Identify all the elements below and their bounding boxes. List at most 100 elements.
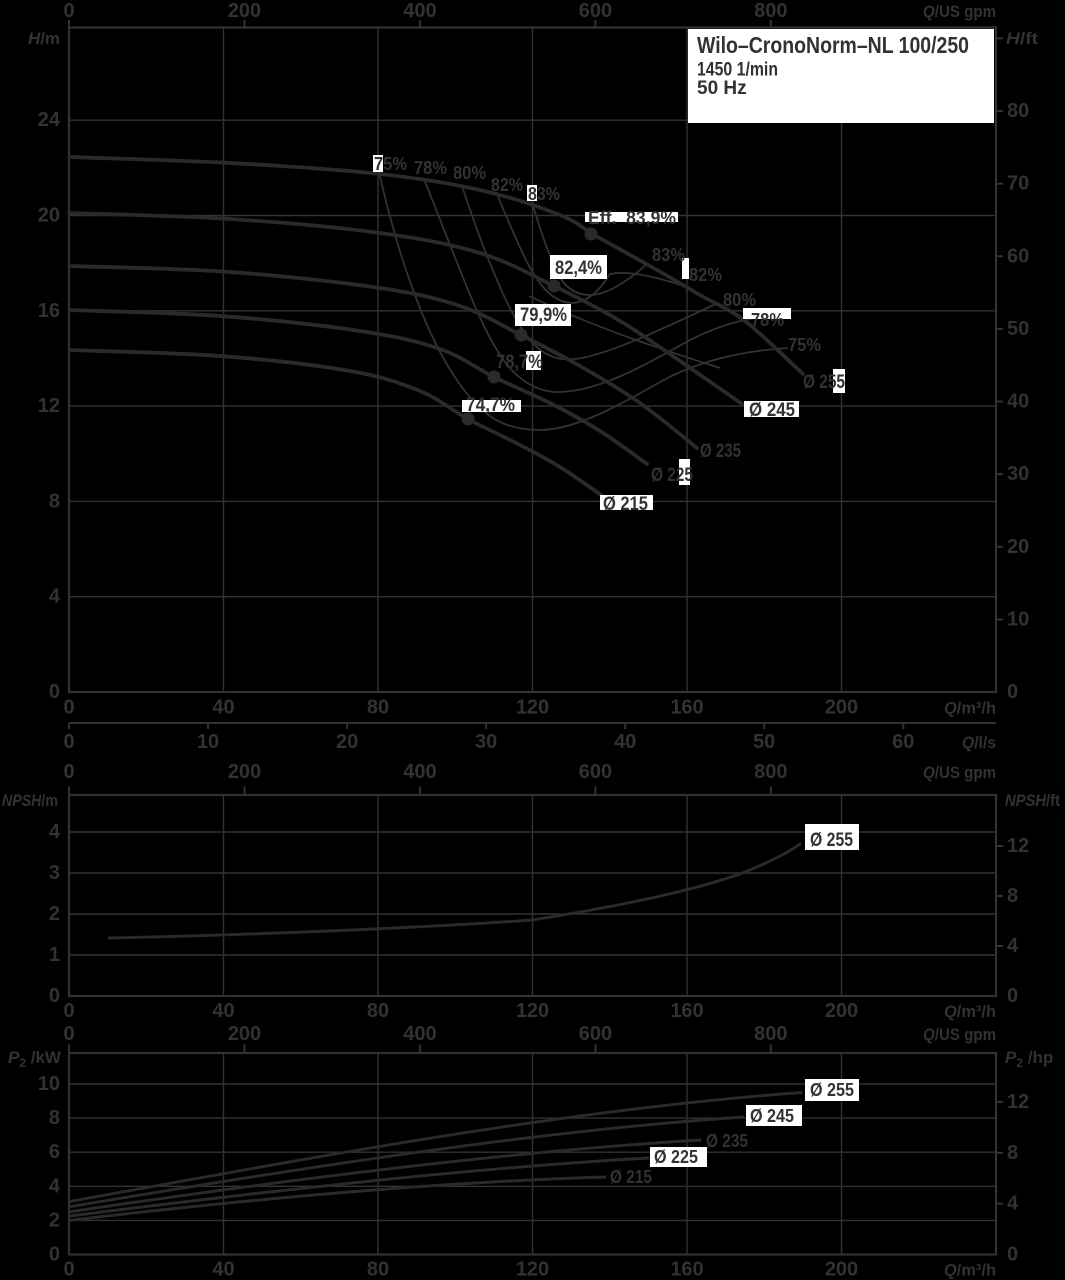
svg-text:4: 4: [49, 1175, 61, 1197]
svg-text:2: 2: [49, 1209, 60, 1231]
svg-text:30: 30: [475, 731, 497, 753]
svg-text:40: 40: [212, 697, 234, 719]
svg-text:20: 20: [336, 731, 358, 753]
svg-text:0: 0: [63, 731, 74, 753]
svg-text:Ø 215: Ø 215: [610, 1167, 652, 1187]
svg-text:0: 0: [63, 761, 74, 783]
svg-text:P2 /hp: P2 /hp: [1005, 1048, 1053, 1070]
svg-text:82%: 82%: [491, 175, 523, 195]
svg-text:Ø 215: Ø 215: [603, 494, 648, 515]
svg-text:Q/m³/h: Q/m³/h: [944, 1261, 996, 1280]
svg-text:12: 12: [1007, 1091, 1029, 1113]
svg-text:20: 20: [1007, 536, 1029, 558]
svg-text:Wilo–CronoNorm–NL 100/250: Wilo–CronoNorm–NL 100/250: [697, 32, 969, 58]
svg-text:80%: 80%: [723, 290, 756, 310]
svg-text:160: 160: [670, 697, 703, 719]
svg-text:8: 8: [49, 490, 60, 512]
svg-text:200: 200: [228, 0, 261, 22]
svg-text:70: 70: [1007, 173, 1029, 195]
svg-text:Q/US gpm: Q/US gpm: [923, 1025, 996, 1044]
svg-text:80%: 80%: [453, 163, 486, 183]
svg-text:0: 0: [63, 1259, 74, 1280]
svg-text:10: 10: [197, 731, 219, 753]
svg-text:Ø 225: Ø 225: [651, 465, 693, 486]
svg-text:400: 400: [403, 0, 436, 22]
svg-text:H/ft: H/ft: [1006, 29, 1038, 48]
svg-text:800: 800: [754, 761, 787, 783]
svg-text:83%: 83%: [652, 245, 685, 265]
svg-text:24: 24: [38, 109, 61, 131]
svg-text:0: 0: [1007, 1244, 1018, 1266]
svg-text:4: 4: [49, 821, 61, 843]
svg-text:78%: 78%: [414, 158, 447, 178]
svg-text:H/m: H/m: [28, 29, 60, 48]
svg-text:0: 0: [1007, 985, 1018, 1007]
svg-text:Ø 225: Ø 225: [654, 1147, 698, 1167]
svg-text:800: 800: [754, 1023, 787, 1045]
svg-text:Q/m³/h: Q/m³/h: [944, 1002, 996, 1021]
svg-text:0: 0: [63, 1000, 74, 1022]
svg-text:78%: 78%: [751, 310, 784, 330]
svg-text:Ø 235: Ø 235: [706, 1131, 748, 1151]
svg-text:P2 /kW: P2 /kW: [8, 1048, 62, 1070]
svg-text:Ø 245: Ø 245: [750, 1106, 794, 1126]
svg-text:16: 16: [38, 300, 60, 322]
svg-text:40: 40: [1007, 391, 1029, 413]
svg-text:50 Hz: 50 Hz: [697, 78, 747, 99]
svg-text:30: 30: [1007, 463, 1029, 485]
svg-text:83%: 83%: [528, 184, 560, 204]
svg-text:75%: 75%: [374, 154, 407, 174]
svg-text:120: 120: [516, 697, 549, 719]
svg-text:20: 20: [38, 205, 60, 227]
svg-text:2: 2: [49, 903, 60, 925]
svg-text:80: 80: [367, 1259, 389, 1280]
svg-text:50: 50: [753, 731, 775, 753]
svg-text:600: 600: [579, 761, 612, 783]
svg-text:4: 4: [49, 586, 61, 608]
svg-text:80: 80: [1007, 100, 1029, 122]
svg-text:200: 200: [825, 697, 858, 719]
svg-text:400: 400: [403, 761, 436, 783]
svg-text:Ø 255: Ø 255: [810, 830, 853, 851]
svg-text:200: 200: [228, 761, 261, 783]
svg-text:120: 120: [516, 1259, 549, 1280]
svg-text:8: 8: [49, 1107, 60, 1129]
svg-text:Ø 235: Ø 235: [700, 441, 741, 462]
svg-text:78,7%: 78,7%: [496, 352, 543, 373]
svg-text:0: 0: [49, 1244, 60, 1266]
svg-text:Ø 255: Ø 255: [810, 1080, 854, 1100]
svg-text:0: 0: [1007, 681, 1018, 703]
svg-text:4: 4: [1007, 1193, 1019, 1215]
svg-text:40: 40: [212, 1259, 234, 1280]
svg-text:Q/m³/h: Q/m³/h: [944, 699, 996, 718]
svg-text:80: 80: [367, 1000, 389, 1022]
svg-text:600: 600: [579, 1023, 612, 1045]
svg-text:12: 12: [1007, 835, 1029, 857]
svg-text:Q/US gpm: Q/US gpm: [923, 2, 996, 21]
svg-text:1450 1/min: 1450 1/min: [697, 60, 778, 81]
svg-text:79,9%: 79,9%: [520, 305, 567, 326]
svg-text:4: 4: [1007, 935, 1019, 957]
svg-text:10: 10: [38, 1073, 60, 1095]
svg-text:120: 120: [516, 1000, 549, 1022]
svg-text:82,4%: 82,4%: [555, 258, 602, 279]
svg-text:60: 60: [892, 731, 914, 753]
svg-text:0: 0: [63, 1023, 74, 1045]
svg-text:3: 3: [49, 862, 60, 884]
svg-text:600: 600: [579, 0, 612, 22]
svg-text:60: 60: [1007, 245, 1029, 267]
svg-text:0: 0: [49, 985, 60, 1007]
svg-text:200: 200: [825, 1000, 858, 1022]
svg-text:0: 0: [63, 0, 74, 22]
svg-text:10: 10: [1007, 608, 1029, 630]
svg-text:160: 160: [670, 1259, 703, 1280]
svg-text:200: 200: [825, 1259, 858, 1280]
svg-text:NPSH/ft: NPSH/ft: [1005, 791, 1060, 810]
svg-text:50: 50: [1007, 318, 1029, 340]
svg-text:200: 200: [228, 1023, 261, 1045]
svg-text:Ø 245: Ø 245: [749, 400, 795, 421]
svg-text:74,7%: 74,7%: [466, 395, 515, 416]
svg-text:Eff. 83,9%: Eff. 83,9%: [588, 208, 676, 228]
svg-text:800: 800: [754, 0, 787, 22]
svg-text:6: 6: [49, 1141, 60, 1163]
